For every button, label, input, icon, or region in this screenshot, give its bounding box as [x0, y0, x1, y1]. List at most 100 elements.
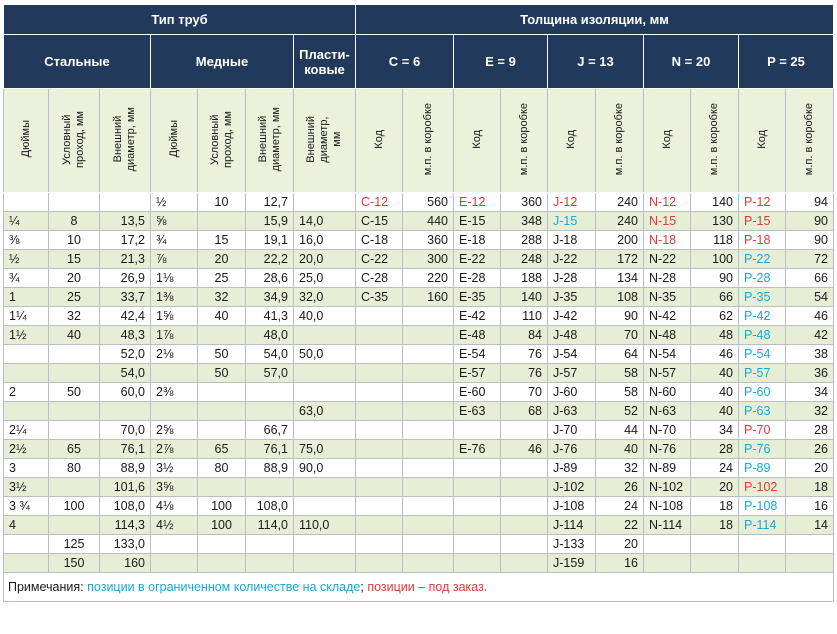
j-code-cell: J-35 — [547, 287, 596, 307]
j-code-cell: J-54 — [547, 344, 596, 364]
n-code-cell: N-89 — [643, 458, 691, 478]
steel-od-cell: 48,3 — [99, 325, 151, 345]
c-code-cell — [355, 477, 403, 497]
steel-bore-cell: 40 — [48, 325, 100, 345]
copper-inches-cell — [150, 363, 198, 383]
e-qty-cell: 348 — [500, 211, 548, 231]
n-code-cell: N-48 — [643, 325, 691, 345]
plastic-od-cell — [293, 192, 356, 212]
p-qty-cell: 90 — [785, 211, 834, 231]
copper-header: Медные — [150, 34, 294, 89]
table-row: 125 133,0 J-133 20 — [3, 534, 834, 554]
copper-inches-cell: 1⅝ — [150, 306, 198, 326]
copper-bore-cell: 80 — [197, 458, 246, 478]
steel-bore-cell: 15 — [48, 249, 100, 269]
n-code-cell: N-57 — [643, 363, 691, 383]
c-qty-cell — [402, 439, 454, 459]
copper-od-cell: 108,0 — [245, 496, 294, 516]
e-qty-cell: 46 — [500, 439, 548, 459]
group-header-c: C = 6 — [355, 34, 454, 89]
j-qty-cell: 64 — [595, 344, 644, 364]
copper-inches-cell: 1⅜ — [150, 287, 198, 307]
plastic-od-label-2: диаметр, — [318, 115, 330, 163]
j-code-cell: J-102 — [547, 477, 596, 497]
j-qty-cell: 24 — [595, 496, 644, 516]
n-qty-cell: 62 — [690, 306, 739, 326]
steel-inches-cell: 3 ¾ — [3, 496, 49, 516]
c-code-cell — [355, 458, 403, 478]
plastic-od-cell: 25,0 — [293, 268, 356, 288]
steel-inches-cell: 1½ — [3, 325, 49, 345]
steel-bore-label-1: Условный — [61, 113, 73, 165]
steel-od-cell: 52,0 — [99, 344, 151, 364]
footnote: Примечания: позиции в ограниченном колич… — [3, 572, 834, 602]
n-qty-cell: 118 — [690, 230, 739, 250]
plastic-od-header: Внешний диаметр, мм — [293, 88, 356, 193]
footnote-separator: ; — [360, 580, 364, 594]
steel-bore-cell — [48, 420, 100, 440]
steel-od-header: Внешний диаметр, мм — [99, 88, 151, 193]
c-qty-cell — [402, 496, 454, 516]
p-code-cell: P-35 — [738, 287, 786, 307]
plastic-header: Пласти-ковые — [293, 34, 356, 89]
steel-bore-cell: 150 — [48, 553, 100, 573]
n-code-cell: N-76 — [643, 439, 691, 459]
j-qty-cell: 134 — [595, 268, 644, 288]
steel-od-label-1: Внешний — [112, 115, 124, 163]
table-row: 2 50 60,0 2⅜ E-60 70 J-60 58 N-60 40 P-60 34 — [3, 382, 834, 402]
c-code-cell — [355, 420, 403, 440]
copper-bore-cell — [197, 553, 246, 573]
copper-inches-label: Дюймы — [167, 120, 180, 158]
c-qty-cell: 220 — [402, 268, 454, 288]
e-code-cell: E-18 — [453, 230, 501, 250]
e-code-cell: E-76 — [453, 439, 501, 459]
c-code-cell: C-12 — [355, 192, 403, 212]
steel-od-cell: 101,6 — [99, 477, 151, 497]
n-code-cell: N-12 — [643, 192, 691, 212]
steel-inches-cell — [3, 344, 49, 364]
c-qty-cell — [402, 325, 454, 345]
n-qty-cell: 100 — [690, 249, 739, 269]
e-qty-cell — [500, 534, 548, 554]
steel-bore-cell: 125 — [48, 534, 100, 554]
table-row: 2½ 65 76,1 2⅞ 65 76,1 75,0 E-76 46 J-76 40 N-76 28 P-… — [3, 439, 834, 459]
c-qty-label: м.п. в коробке — [421, 102, 434, 176]
e-code-cell: E-48 — [453, 325, 501, 345]
table-row: ¼ 8 13,5 ⅝ 15,9 14,0 C-15 440 E-15 348 J-15 240 N-15… — [3, 211, 834, 231]
n-qty-label: м.п. в коробке — [708, 102, 720, 176]
steel-od-cell: 88,9 — [99, 458, 151, 478]
c-code-cell — [355, 382, 403, 402]
copper-bore-cell: 20 — [197, 249, 246, 269]
copper-bore-cell: 32 — [197, 287, 246, 307]
e-code-cell — [453, 496, 501, 516]
p-qty-cell: 14 — [785, 515, 834, 535]
p-qty-cell: 28 — [785, 420, 834, 440]
copper-od-cell: 54,0 — [245, 344, 294, 364]
table-row: ⅜ 10 17,2 ¾ 15 19,1 16,0 C-18 360 E-18 288 J-18 200 N… — [3, 230, 834, 250]
n-qty-cell: 40 — [690, 401, 739, 421]
insulation-thickness-header: Толщина изоляции, мм — [355, 4, 834, 35]
table-row: 3½ 101,6 3⅝ J-102 26 N-102 20 P-102 18 — [3, 477, 834, 497]
steel-inches-cell — [3, 401, 49, 421]
copper-od-cell: 114,0 — [245, 515, 294, 535]
copper-inches-cell: 3½ — [150, 458, 198, 478]
e-qty-cell: 68 — [500, 401, 548, 421]
plastic-header-line2: ковые — [304, 61, 345, 77]
table-row: 63,0 E-63 68 J-63 52 N-63 40 P-63 32 — [3, 401, 834, 421]
p-qty-cell: 36 — [785, 363, 834, 383]
p-code-cell: P-48 — [738, 325, 786, 345]
j-code-cell: J-48 — [547, 325, 596, 345]
e-qty-cell: 248 — [500, 249, 548, 269]
j-code-cell: J-89 — [547, 458, 596, 478]
steel-od-cell: 17,2 — [99, 230, 151, 250]
steel-inches-header: Дюймы — [3, 88, 49, 193]
plastic-od-cell — [293, 325, 356, 345]
copper-od-cell — [245, 382, 294, 402]
j-code-cell: J-76 — [547, 439, 596, 459]
c-code-cell: C-35 — [355, 287, 403, 307]
steel-od-label-2: диаметр, мм — [125, 106, 137, 172]
n-code-cell — [643, 534, 691, 554]
j-qty-label: м.п. в коробке — [613, 102, 625, 176]
e-code-cell — [453, 515, 501, 535]
table-row: ¾ 20 26,9 1⅛ 25 28,6 25,0 C-28 220 E-28 188 J-28 134… — [3, 268, 834, 288]
